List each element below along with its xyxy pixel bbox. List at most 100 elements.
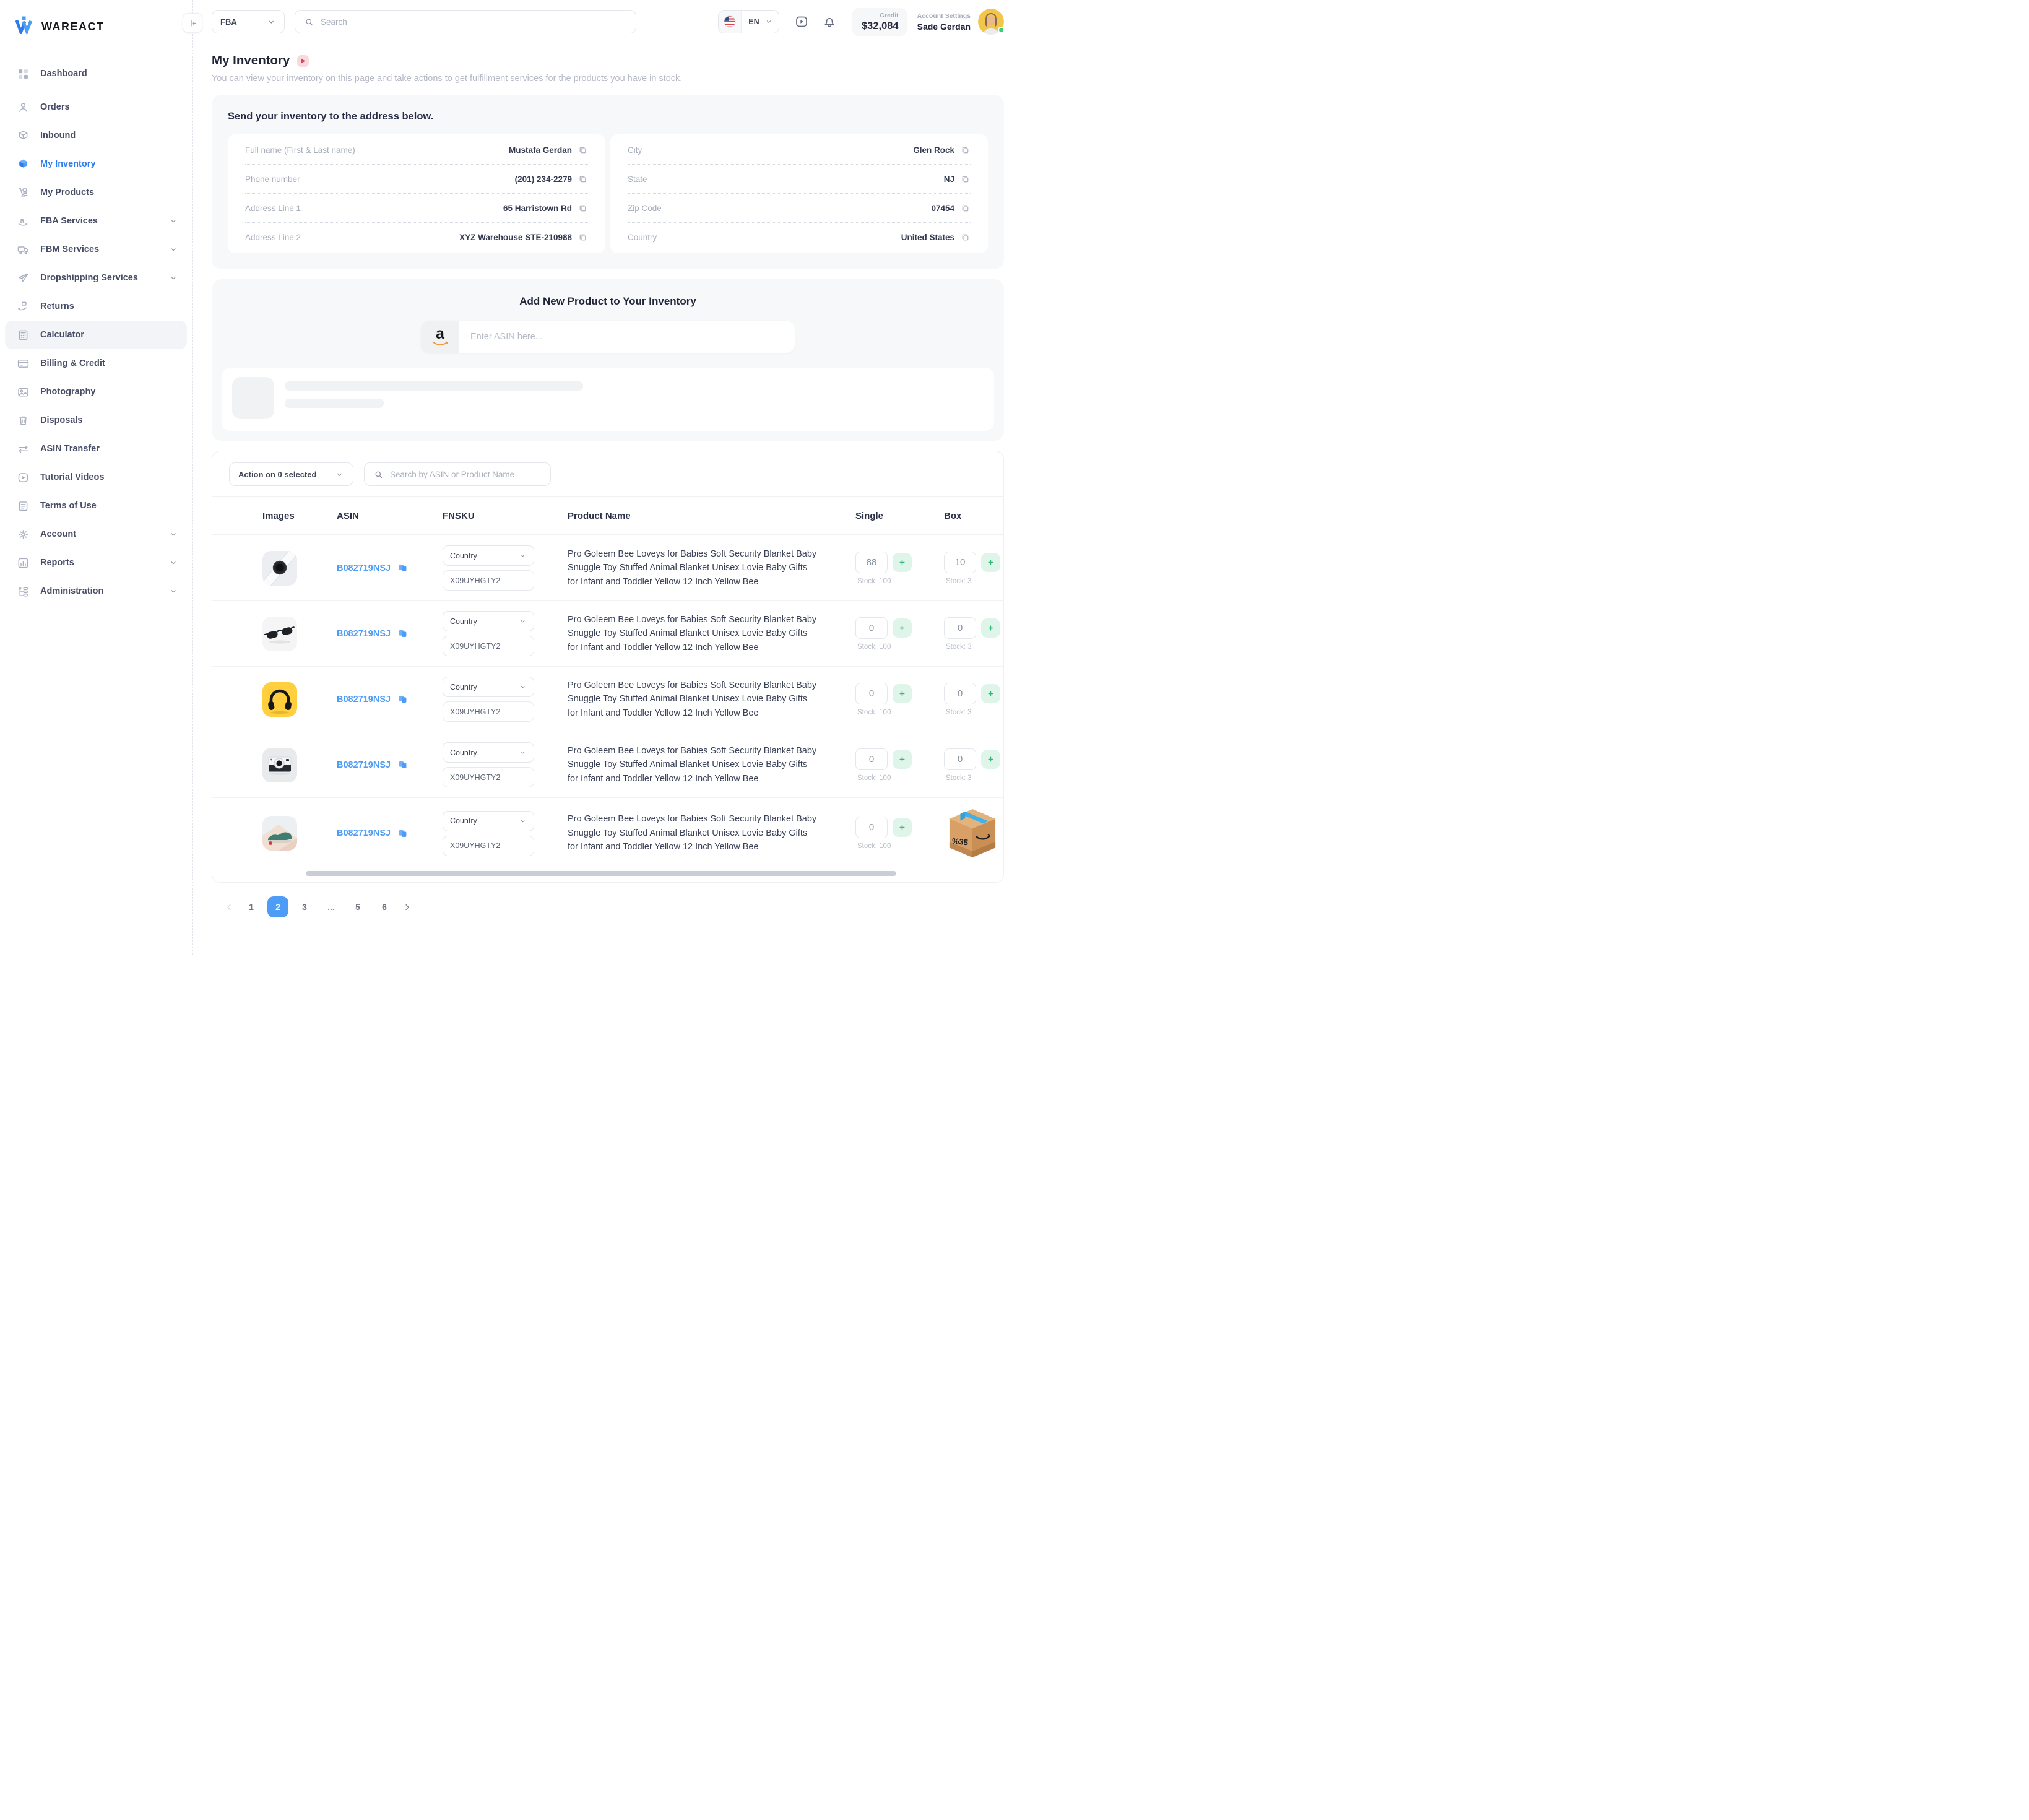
fnsku-input[interactable] [443,701,534,722]
single-add-button[interactable] [893,818,912,837]
fnsku-country-select[interactable]: Country [443,611,534,631]
table-horizontal-scrollbar[interactable] [306,871,896,876]
single-add-button[interactable] [893,683,912,703]
copy-asin-icon[interactable] [397,693,409,705]
single-add-button[interactable] [893,618,912,638]
box-qty-input[interactable] [944,617,976,639]
single-qty-input[interactable] [855,748,888,770]
box-qty-input[interactable] [944,682,976,704]
sidebar-item-tutorial-videos[interactable]: Tutorial Videos [0,463,192,492]
sidebar-item-account[interactable]: Account [0,520,192,548]
column-header-box: Box [944,510,962,521]
scope-select-value: FBA [220,17,237,27]
box-add-button[interactable] [981,749,1000,769]
sidebar-item-asin-transfer[interactable]: ASIN Transfer [0,435,192,463]
tutorial-video-icon[interactable] [794,14,809,29]
copy-asin-icon[interactable] [397,562,409,574]
asin-input[interactable] [459,321,795,353]
us-flag-icon [719,11,742,33]
scope-select[interactable]: FBA [212,10,285,33]
single-qty-input[interactable] [855,617,888,639]
sidebar-collapse-button[interactable] [183,13,202,33]
sidebar-item-terms-of-use[interactable]: Terms of Use [0,492,192,520]
table-search-input[interactable] [390,469,542,479]
asin-link[interactable]: B082719NSJ [337,760,391,770]
single-qty-input[interactable] [855,551,888,573]
box-qty-input[interactable] [944,551,976,573]
sidebar-item-my-inventory[interactable]: My Inventory [0,150,192,178]
sidebar-item-reports[interactable]: Reports [0,548,192,577]
pagination-page-1[interactable]: 1 [249,902,254,912]
bulk-action-select[interactable]: Action on 0 selected [229,462,353,486]
asin-input-group: a [421,321,795,353]
truck-icon [17,243,30,256]
brand-logo[interactable]: WAREACT [0,11,192,43]
sidebar-item-fbm-services[interactable]: FBM Services [0,235,192,264]
pagination-page-2-active[interactable]: 2 [267,896,288,917]
page-video-badge[interactable] [297,54,309,67]
field-label: City [628,145,642,155]
global-search [295,10,636,33]
fnsku-input[interactable] [443,570,534,591]
notifications-bell-icon[interactable] [822,14,837,29]
sidebar-item-fba-services[interactable]: FBA Services [0,207,192,235]
sidebar-item-photography[interactable]: Photography [0,378,192,406]
copy-asin-icon[interactable] [397,759,409,771]
copy-icon[interactable] [578,232,588,243]
pagination-page-3[interactable]: 3 [302,902,307,912]
asin-link[interactable]: B082719NSJ [337,628,391,639]
box-add-button[interactable] [981,552,1000,572]
copy-icon[interactable] [960,174,971,184]
box-add-button[interactable] [981,618,1000,638]
single-add-button[interactable] [893,749,912,769]
copy-icon[interactable] [578,203,588,214]
credit-balance[interactable]: Credit $32,084 [852,7,907,36]
copy-asin-icon[interactable] [397,828,409,839]
asin-link[interactable]: B082719NSJ [337,694,391,704]
sidebar-item-inbound[interactable]: Inbound [0,121,192,150]
product-preview-skeleton [222,368,994,431]
pagination-next-button[interactable] [400,901,413,913]
sidebar-item-dashboard[interactable]: Dashboard [0,59,192,88]
copy-icon[interactable] [960,203,971,214]
pagination-prev-button[interactable] [223,901,235,913]
sidebar-item-dropshipping-services[interactable]: Dropshipping Services [0,264,192,292]
box-qty-input[interactable] [944,748,976,770]
pagination-page-5[interactable]: 5 [355,902,360,912]
pagination-page-6[interactable]: 6 [382,902,387,912]
box-stock-label: Stock: 3 [946,774,972,782]
sidebar-item-billing-credit[interactable]: Billing & Credit [0,349,192,378]
fnsku-input[interactable] [443,835,534,856]
language-select[interactable]: EN [718,10,779,33]
avatar[interactable] [978,9,1005,35]
handtruck-icon [17,186,30,199]
asin-link[interactable]: B082719NSJ [337,563,391,573]
sidebar-item-orders[interactable]: Orders [0,93,192,121]
sidebar-item-returns[interactable]: Returns [0,292,192,321]
account-meta[interactable]: Account Settings Sade Gerdan [917,12,971,32]
fnsku-country-select[interactable]: Country [443,545,534,566]
sidebar-item-administration[interactable]: Administration [0,577,192,605]
sidebar-item-my-products[interactable]: My Products [0,178,192,207]
box-add-button[interactable] [981,683,1000,703]
fnsku-country-select[interactable]: Country [443,742,534,763]
fnsku-input[interactable] [443,767,534,787]
single-qty-input[interactable] [855,682,888,704]
amazon-logo-icon: a [421,321,459,353]
copy-asin-icon[interactable] [397,628,409,639]
sidebar-item-disposals[interactable]: Disposals [0,406,192,435]
asin-link[interactable]: B082719NSJ [337,828,391,838]
global-search-input[interactable] [321,17,627,27]
sidebar-item-calculator[interactable]: Calculator [5,321,187,349]
fnsku-country-select[interactable]: Country [443,677,534,697]
copy-icon[interactable] [960,145,971,155]
single-qty-input[interactable] [855,817,888,838]
copy-icon[interactable] [578,145,588,155]
single-add-button[interactable] [893,552,912,572]
discount-box-illustration: %35 [941,808,1003,859]
fnsku-input[interactable] [443,636,534,656]
fnsku-country-select[interactable]: Country [443,810,534,831]
copy-icon[interactable] [578,174,588,184]
copy-icon[interactable] [960,232,971,243]
product-name: Pro Goleem Bee Loveys for Babies Soft Se… [568,680,817,718]
